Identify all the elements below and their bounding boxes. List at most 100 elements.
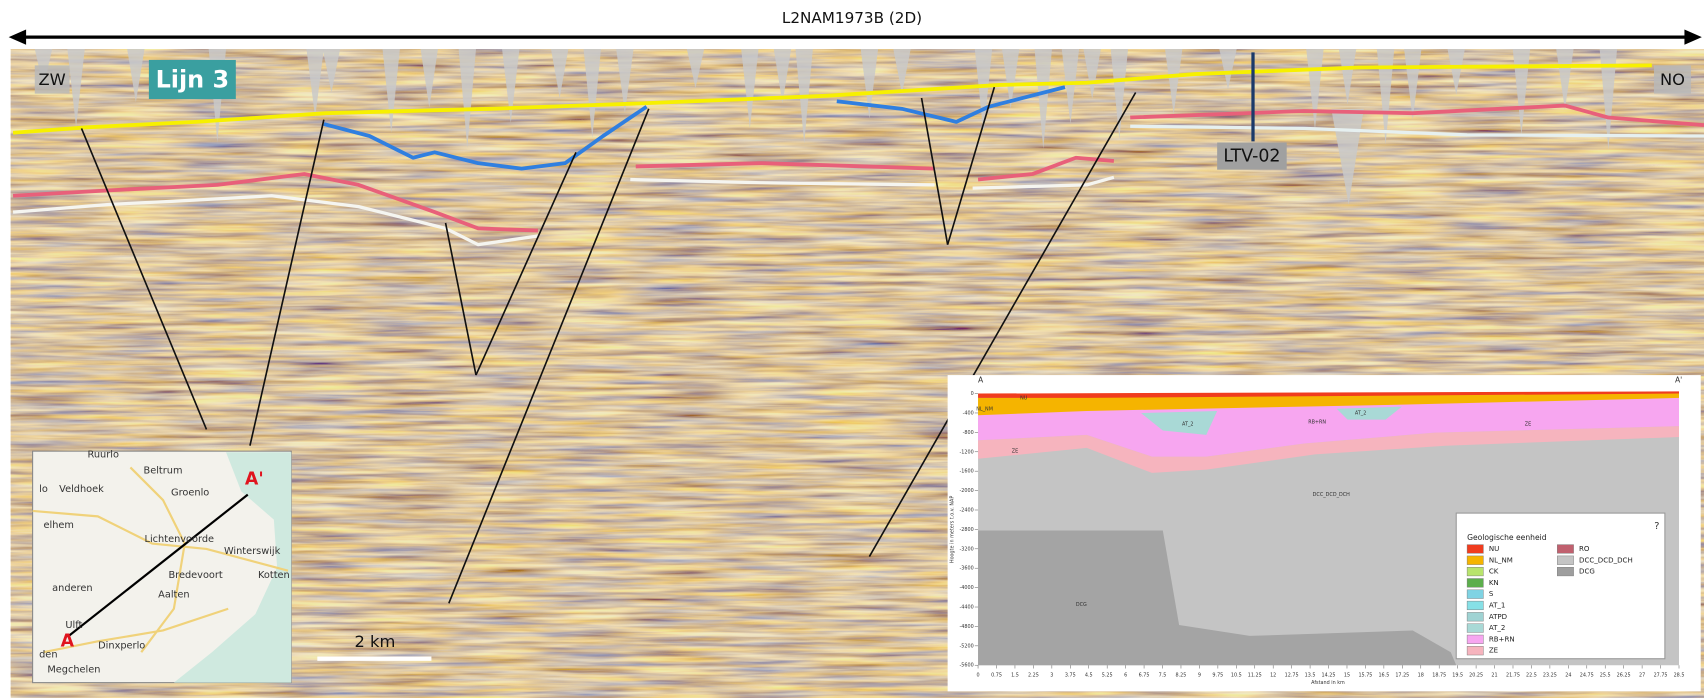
x-tick-label: 17.25 xyxy=(1395,673,1409,679)
x-tick-label: 1.5 xyxy=(1011,673,1019,679)
x-tick-label: 16.5 xyxy=(1378,673,1389,679)
x-tick-label: 21.75 xyxy=(1506,673,1520,679)
unit-label: DCG xyxy=(1076,602,1087,608)
x-tick-label: 11.25 xyxy=(1248,673,1262,679)
legend-label: S xyxy=(1489,589,1494,598)
x-tick-label: 22.5 xyxy=(1526,673,1537,679)
x-tick-label: 14.25 xyxy=(1322,673,1336,679)
place-label: Lichtenvoorde xyxy=(145,534,215,545)
legend-label: KN xyxy=(1489,578,1499,587)
figure: L2NAM1973B (2D) ZW NO Lijn 3 LTV-02 2 xyxy=(0,0,1704,698)
inset-label-a: A xyxy=(978,376,984,385)
inset-x-title: Afstand in km xyxy=(1311,680,1345,686)
legend-swatch xyxy=(1467,567,1483,576)
line-label: Lijn 3 xyxy=(156,66,230,94)
x-tick-label: 0.75 xyxy=(991,673,1002,679)
place-label: Megchelen xyxy=(47,665,100,676)
x-tick-label: 20.25 xyxy=(1469,673,1483,679)
y-tick-label: -4400 xyxy=(960,605,974,611)
legend-swatch xyxy=(1557,545,1573,554)
unit-label: RB+RN xyxy=(1308,419,1326,425)
x-tick-label: 2.25 xyxy=(1028,673,1039,679)
legend-swatch xyxy=(1467,601,1483,610)
legend-swatch xyxy=(1467,556,1483,565)
x-tick-label: 7.5 xyxy=(1159,673,1167,679)
point-a: A xyxy=(61,631,75,651)
x-tick-label: 4.5 xyxy=(1085,673,1093,679)
x-tick-label: 12.75 xyxy=(1285,673,1299,679)
unit-label: DCC_DCD_DCH xyxy=(1313,492,1351,498)
legend-swatch xyxy=(1557,556,1573,565)
place-label: Groenlo xyxy=(171,487,209,498)
y-tick-label: -3200 xyxy=(960,546,974,552)
legend-label: ATPD xyxy=(1489,612,1508,621)
x-tick-label: 28.5 xyxy=(1674,673,1685,679)
place-label: Ruurlo xyxy=(88,449,119,460)
x-tick-label: 3.75 xyxy=(1065,673,1076,679)
place-label: elhem xyxy=(43,520,73,531)
unit-label: AT_2 xyxy=(1182,421,1193,427)
legend-label: NU xyxy=(1489,544,1499,553)
x-tick-label: 15.75 xyxy=(1358,673,1372,679)
legend-swatch xyxy=(1467,624,1483,633)
x-tick-label: 21 xyxy=(1491,673,1497,679)
legend-label: RO xyxy=(1579,544,1590,553)
left-label: ZW xyxy=(39,70,66,89)
x-tick-label: 26.25 xyxy=(1617,673,1631,679)
unit-label: NL_NM xyxy=(976,406,993,412)
place-label: lo xyxy=(39,484,48,495)
x-tick-label: 10.5 xyxy=(1231,673,1242,679)
place-label: Bredevoort xyxy=(168,570,222,581)
place-label: anderen xyxy=(52,583,92,594)
place-label: Ulft xyxy=(65,620,82,631)
place-label: Beltrum xyxy=(144,466,183,477)
x-tick-label: 9.75 xyxy=(1212,673,1223,679)
y-tick-label: -400 xyxy=(963,410,974,416)
x-tick-label: 0 xyxy=(977,673,980,679)
unit-label: ZE xyxy=(1012,449,1018,455)
place-label: Dinxperlo xyxy=(98,641,145,652)
y-tick-label: -3600 xyxy=(960,566,974,572)
x-tick-label: 12 xyxy=(1270,673,1276,679)
x-tick-label: 6 xyxy=(1124,673,1127,679)
point-a2: A' xyxy=(245,469,264,489)
right-label: NO xyxy=(1660,70,1685,89)
scale-label: 2 km xyxy=(354,632,395,651)
y-tick-label: 0 xyxy=(971,391,974,397)
legend-label: AT_2 xyxy=(1489,623,1506,632)
legend-swatch xyxy=(1467,612,1483,621)
legend-swatch xyxy=(1467,579,1483,588)
well-label: LTV-02 xyxy=(1223,147,1280,167)
legend-label: NL_NM xyxy=(1489,555,1513,564)
x-tick-label: 27 xyxy=(1639,673,1645,679)
x-tick-label: 24 xyxy=(1565,673,1571,679)
legend-label: ZE xyxy=(1489,646,1498,655)
x-tick-label: 5.25 xyxy=(1102,673,1113,679)
y-tick-label: -5200 xyxy=(960,643,974,649)
arrow-head xyxy=(1684,30,1701,45)
place-label: Kotten xyxy=(258,570,290,581)
y-tick-label: -2400 xyxy=(960,507,974,513)
legend-label: DCG xyxy=(1579,567,1595,576)
y-tick-label: -2800 xyxy=(960,527,974,533)
x-tick-label: 18 xyxy=(1418,673,1424,679)
y-tick-label: -800 xyxy=(963,430,974,436)
legend-swatch xyxy=(1467,646,1483,655)
unit-label: AT_2 xyxy=(1355,411,1366,417)
x-tick-label: 15 xyxy=(1344,673,1350,679)
y-tick-label: -1200 xyxy=(960,449,974,455)
x-tick-label: 27.75 xyxy=(1654,673,1668,679)
x-tick-label: 23.25 xyxy=(1543,673,1557,679)
x-tick-label: 9 xyxy=(1198,673,1201,679)
title: L2NAM1973B (2D) xyxy=(782,9,922,27)
legend-swatch xyxy=(1467,545,1483,554)
place-label: Aalten xyxy=(158,590,189,601)
arrow-head xyxy=(9,30,26,45)
legend-label: AT_1 xyxy=(1489,600,1506,609)
place-label: Winterswijk xyxy=(224,546,281,557)
y-tick-label: -2000 xyxy=(960,488,974,494)
place-label: den xyxy=(39,649,57,660)
legend-swatch xyxy=(1467,590,1483,599)
x-tick-label: 19.5 xyxy=(1452,673,1463,679)
